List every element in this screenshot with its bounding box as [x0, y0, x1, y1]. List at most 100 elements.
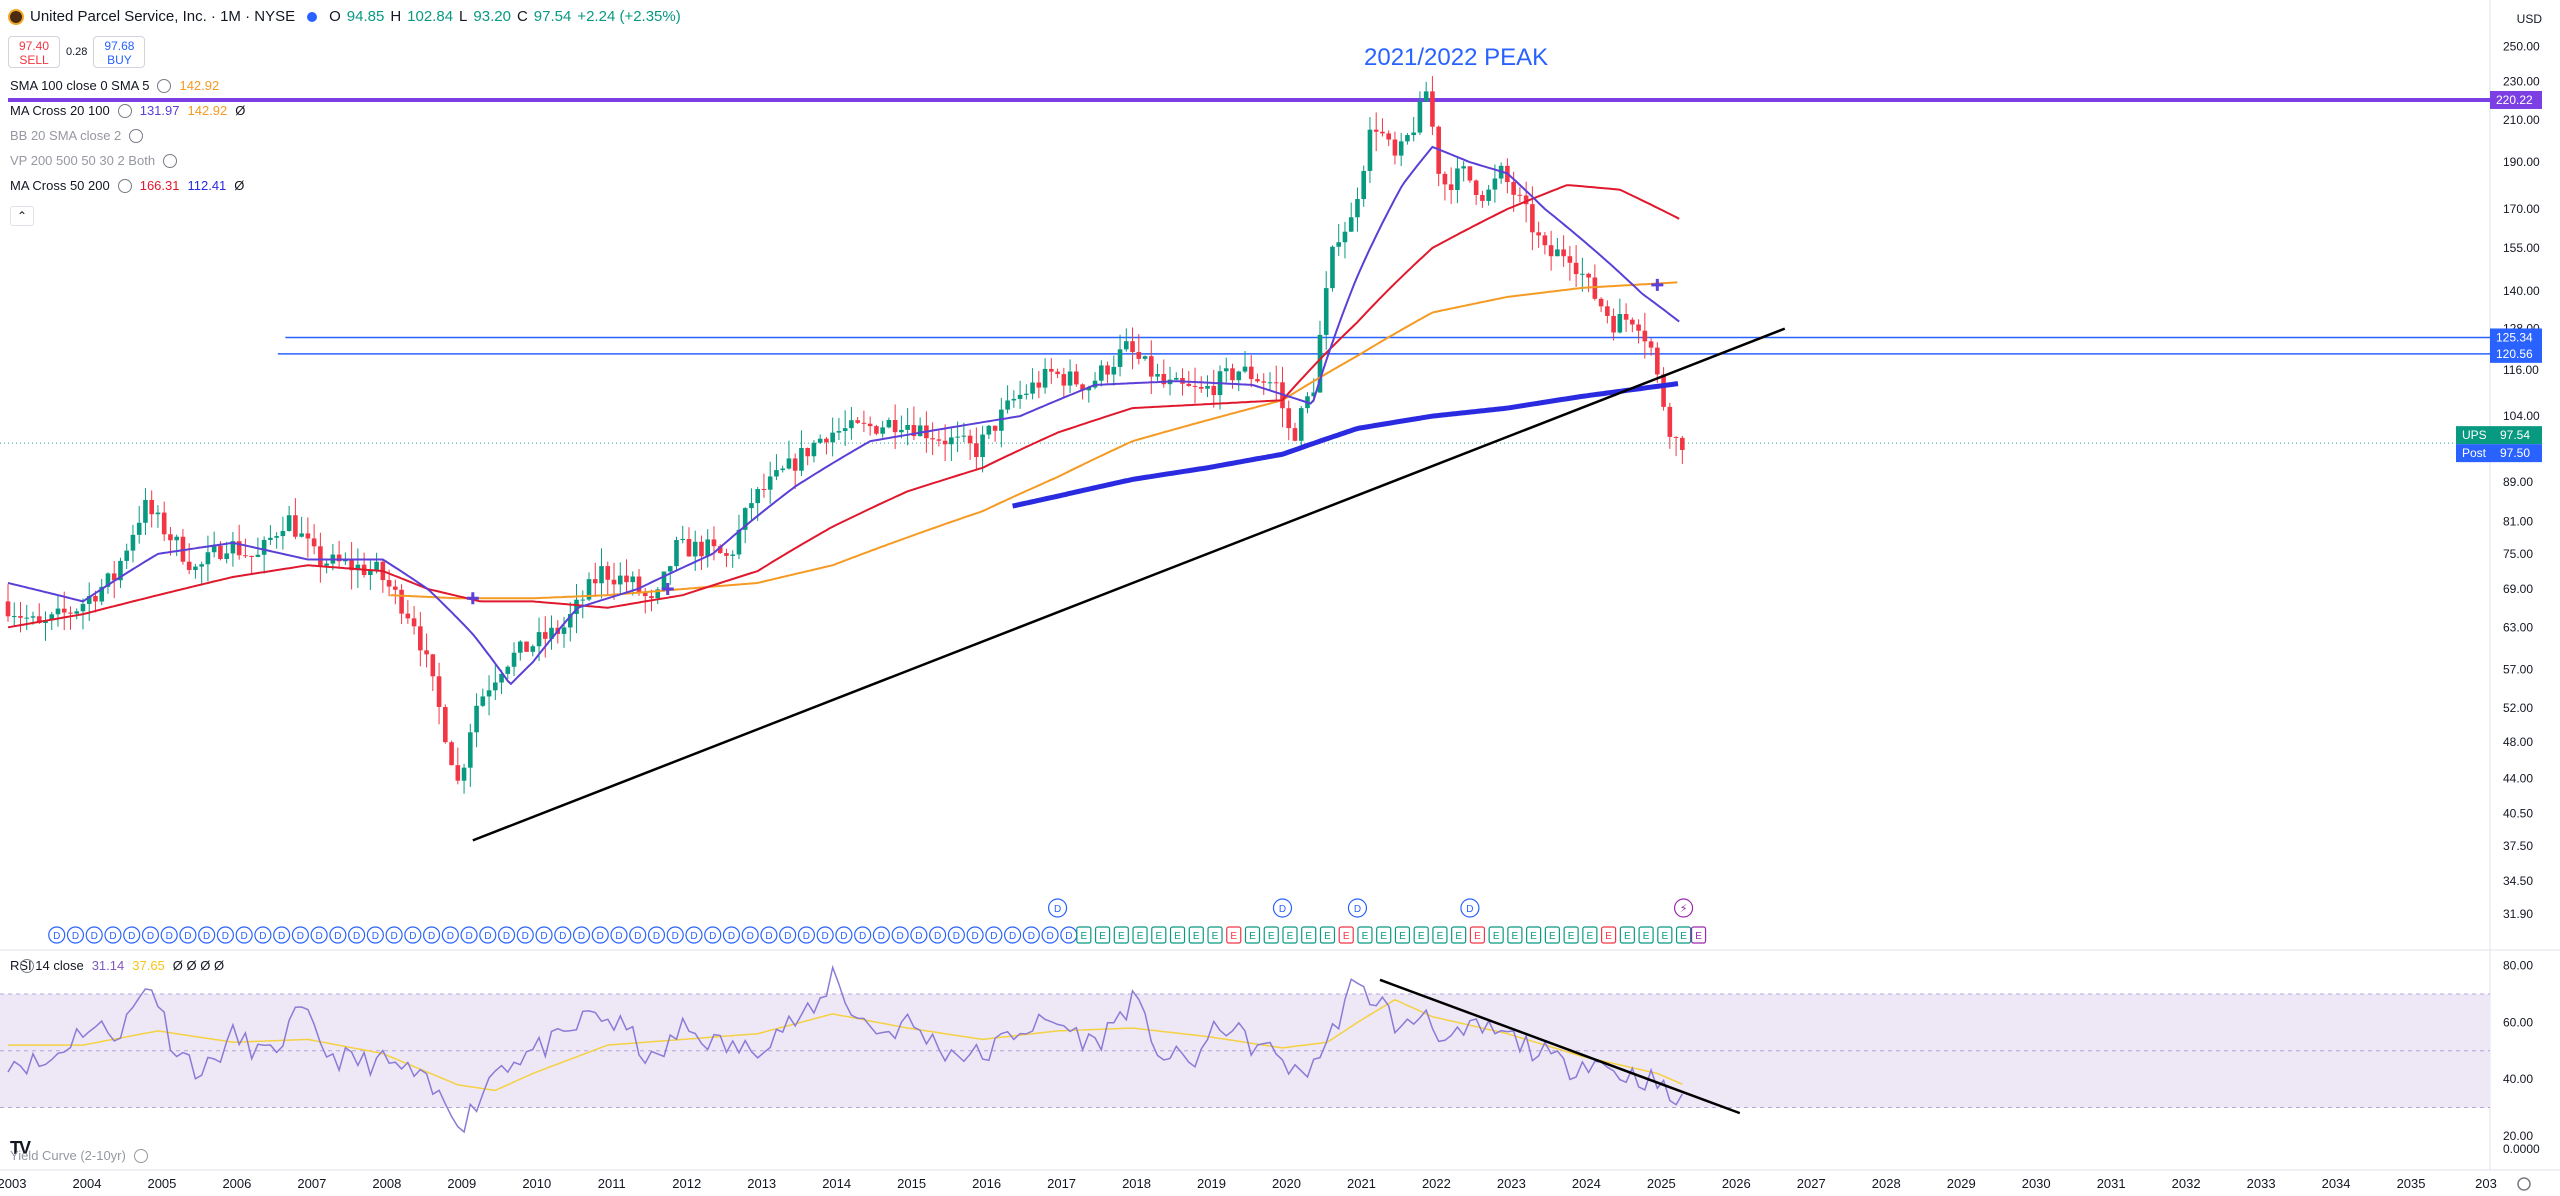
candle-body[interactable] — [730, 554, 736, 556]
candle-body[interactable] — [1405, 135, 1410, 142]
dividend-marker[interactable] — [422, 926, 441, 944]
candle-body[interactable] — [355, 564, 361, 571]
earnings-marker[interactable] — [1226, 926, 1242, 944]
dividend-marker[interactable] — [910, 926, 928, 944]
earnings-marker[interactable] — [1690, 926, 1707, 944]
earnings-marker[interactable] — [1619, 926, 1635, 944]
dividend-marker[interactable] — [1460, 898, 1480, 918]
candle-body[interactable] — [61, 608, 67, 613]
candle-body[interactable] — [1448, 184, 1454, 191]
candle-body[interactable] — [611, 579, 617, 585]
hidden-eye-icon[interactable] — [163, 153, 178, 168]
candle-body[interactable] — [1680, 437, 1685, 450]
candle-body[interactable] — [18, 616, 23, 618]
candle-body[interactable] — [305, 533, 311, 539]
dividend-marker[interactable] — [179, 926, 197, 944]
candle-body[interactable] — [1267, 382, 1273, 384]
candle-body[interactable] — [86, 596, 92, 604]
candle-body[interactable] — [80, 603, 86, 612]
candle-body[interactable] — [661, 571, 667, 590]
candle-body[interactable] — [799, 448, 804, 471]
settings-gear-icon[interactable] — [2517, 1177, 2531, 1191]
candle-body[interactable] — [1105, 365, 1110, 375]
candle-body[interactable] — [1355, 199, 1360, 218]
candle-body[interactable] — [936, 439, 942, 441]
dividend-marker[interactable] — [704, 926, 722, 944]
dividend-marker[interactable] — [198, 926, 216, 944]
candle-body[interactable] — [536, 632, 542, 647]
candle-body[interactable] — [1380, 131, 1385, 134]
candle-body[interactable] — [699, 541, 704, 557]
earnings-marker[interactable] — [1301, 926, 1317, 944]
candle-body[interactable] — [1142, 356, 1148, 359]
candle-body[interactable] — [1230, 368, 1235, 381]
candle-body[interactable] — [505, 666, 511, 674]
candle-body[interactable] — [1486, 189, 1491, 201]
candle-body[interactable] — [293, 515, 298, 537]
candle-body[interactable] — [711, 539, 717, 547]
dividend-marker[interactable] — [254, 926, 272, 944]
earnings-marker[interactable] — [1207, 926, 1223, 944]
dividend-marker[interactable] — [760, 926, 778, 944]
candle-body[interactable] — [1336, 242, 1342, 247]
dividend-marker[interactable] — [310, 926, 328, 944]
candle-body[interactable] — [1323, 288, 1329, 335]
candle-body[interactable] — [1155, 373, 1160, 377]
candle-body[interactable] — [686, 538, 692, 557]
candle-body[interactable] — [124, 550, 130, 561]
candle-body[interactable] — [455, 765, 461, 781]
hidden-eye-icon[interactable] — [133, 1148, 148, 1163]
candle-body[interactable] — [1342, 231, 1348, 243]
candle-body[interactable] — [655, 589, 661, 599]
candle-body[interactable] — [736, 529, 742, 555]
dividend-marker[interactable] — [160, 926, 178, 944]
candle-body[interactable] — [767, 476, 773, 490]
candle-body[interactable] — [399, 589, 404, 614]
dividend-marker[interactable] — [722, 926, 741, 944]
settings-icon[interactable] — [117, 178, 132, 193]
candle-body[interactable] — [549, 627, 554, 639]
candle-body[interactable] — [992, 425, 998, 431]
candle-body[interactable] — [1667, 406, 1673, 437]
candle-body[interactable] — [855, 420, 860, 423]
indicator-row[interactable]: MA Cross 50 200 166.31 112.41 Ø — [10, 178, 244, 193]
earnings-marker[interactable] — [1263, 926, 1279, 944]
earnings-marker[interactable] — [1151, 926, 1167, 944]
candle-body[interactable] — [874, 426, 879, 434]
dividend-marker[interactable] — [891, 926, 909, 944]
candle-body[interactable] — [311, 538, 317, 547]
candle-body[interactable] — [349, 560, 354, 571]
dividend-marker[interactable] — [460, 926, 478, 944]
candle-body[interactable] — [917, 425, 923, 437]
candle-body[interactable] — [393, 586, 398, 590]
candle-body[interactable] — [705, 539, 711, 557]
candle-body[interactable] — [1205, 385, 1210, 389]
candle-body[interactable] — [836, 431, 842, 433]
dividend-marker[interactable] — [216, 926, 235, 944]
candle-body[interactable] — [605, 566, 611, 580]
dividend-marker[interactable] — [48, 926, 66, 944]
candle-body[interactable] — [1548, 245, 1554, 257]
candle-body[interactable] — [118, 560, 123, 581]
candle-body[interactable] — [211, 545, 217, 553]
candle-body[interactable] — [136, 522, 142, 535]
candle-body[interactable] — [186, 561, 192, 570]
candle-body[interactable] — [1036, 382, 1042, 388]
candle-body[interactable] — [930, 438, 935, 440]
candle-body[interactable] — [805, 448, 810, 457]
candle-body[interactable] — [1236, 371, 1242, 381]
candle-body[interactable] — [667, 566, 673, 572]
earnings-marker[interactable] — [1169, 926, 1186, 944]
candle-body[interactable] — [861, 422, 867, 424]
candle-body[interactable] — [761, 489, 767, 491]
candle-body[interactable] — [1480, 195, 1485, 201]
candle-body[interactable] — [1423, 91, 1429, 102]
candle-body[interactable] — [986, 425, 992, 435]
candle-body[interactable] — [1392, 139, 1398, 156]
candle-body[interactable] — [268, 537, 273, 540]
hidden-eye-icon[interactable] — [129, 128, 144, 143]
indicator-row[interactable]: MA Cross 20 100 131.97 142.92 Ø — [10, 103, 245, 118]
candle-body[interactable] — [1067, 371, 1073, 386]
earnings-marker[interactable] — [1244, 926, 1261, 944]
candle-body[interactable] — [1311, 392, 1317, 397]
